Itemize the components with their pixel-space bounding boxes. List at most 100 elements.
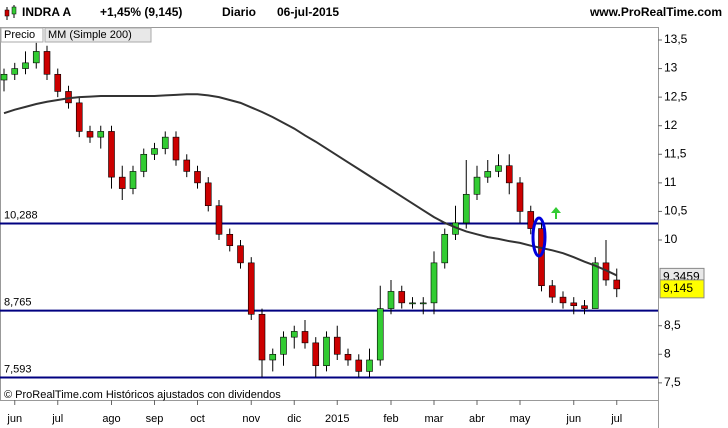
x-tick-label: jul [610,413,622,425]
legend-entry: MM (Simple 200) [48,29,132,41]
legend-box [44,27,152,43]
candle-body [559,296,567,304]
candle-body [570,302,578,307]
x-tick-label: ago [102,413,120,425]
candle-body [247,262,255,315]
icon [11,6,17,15]
candle-body [204,182,212,207]
x-tick-label: oct [190,413,205,425]
x-tick-label: feb [383,413,398,425]
y-tick-label: 12,5 [664,89,688,103]
candle-body [129,171,137,189]
change: +1,45% (9,145) [100,5,182,19]
candle-body [0,73,8,81]
arrow-annotation [551,207,561,219]
x-tick-label: jul [51,413,63,425]
candle-body [409,302,416,305]
candle-body [75,102,83,132]
candle-body [323,336,330,367]
y-tick-label: 13,5 [664,32,688,46]
candle-body [280,336,287,355]
icon [4,9,10,17]
candle-body [161,136,169,149]
candle-body [505,165,513,184]
candle-body [398,291,406,304]
moving-average [3,93,618,277]
candle-body [581,305,588,309]
x-tick-label: 2015 [325,413,349,425]
candle-body [194,171,201,184]
candle-body [527,211,535,229]
site: www.ProRealTime.com [589,5,722,19]
candle-body [43,51,51,75]
candle-body [419,302,427,305]
y-tick-label: 13 [664,61,678,75]
plot: 10,288 8,765 7,593 [0,42,658,379]
y-tick-label: 7,5 [664,375,681,389]
candle-body [108,131,115,178]
legend-box [0,27,44,43]
y-tick-label: 12 [664,118,678,132]
period: Diario [222,5,256,19]
candle-body [495,165,502,172]
candle-body [215,205,223,235]
candle-body [151,148,158,155]
x-tick-label: may [510,413,531,425]
y-tick-label: 11,5 [664,146,687,160]
x-tick-label: dic [287,413,302,425]
footer: © ProRealTime.com Históricos ajustados c… [4,389,281,401]
candle-body [312,342,320,367]
candle-body [516,182,524,212]
support-label: 7,593 [4,363,32,375]
candle-body [355,359,363,372]
x-tick-label: nov [242,413,260,425]
x-tick-label: mar [425,413,444,425]
candle-body [548,285,556,298]
candle-body [22,62,29,69]
candle-body [591,262,599,309]
candle-body [226,233,234,247]
candle-body [441,233,449,264]
date: 06-jul-2015 [277,5,339,19]
candle-body [32,51,40,64]
candle-body [613,279,621,290]
candle-body [333,336,341,355]
candle-body [387,291,395,309]
ellipse-annotation [531,216,547,258]
x-tick-label: sep [146,413,164,425]
y-tick-label: 8 [664,346,671,360]
candle-body [290,331,298,338]
candle-body [258,313,266,361]
candle-body [376,308,384,361]
y-tick-label: 11 [664,175,677,189]
candle-body [430,262,438,304]
candle-body [183,159,191,172]
last-value-box [659,279,705,299]
candle-body [11,68,19,75]
candle-body [54,73,62,92]
candle-body [269,353,277,361]
candle-body [344,353,352,361]
candle-body [86,131,94,138]
candle-body [237,245,244,264]
y-tick-label: 8,5 [664,318,681,332]
x-tick-label: abr [469,413,485,425]
candle-body [473,176,481,195]
y-tick-label: 10 [664,232,678,246]
x-tick-label: jun [6,413,22,425]
candle-body [484,171,492,178]
y-tick-label: 10,5 [664,204,688,218]
candle-body [301,331,309,344]
support-label: 8,765 [4,296,32,308]
candle-body [462,193,470,224]
legend-entry: Precio [4,29,35,41]
x-tick-label: jun [565,413,581,425]
candle-body [140,153,148,172]
candle-body [172,136,180,161]
support-label: 10,288 [4,209,38,221]
last-value-label: 9,145 [663,281,693,295]
candle-body [118,176,126,189]
candle-body [366,359,373,372]
